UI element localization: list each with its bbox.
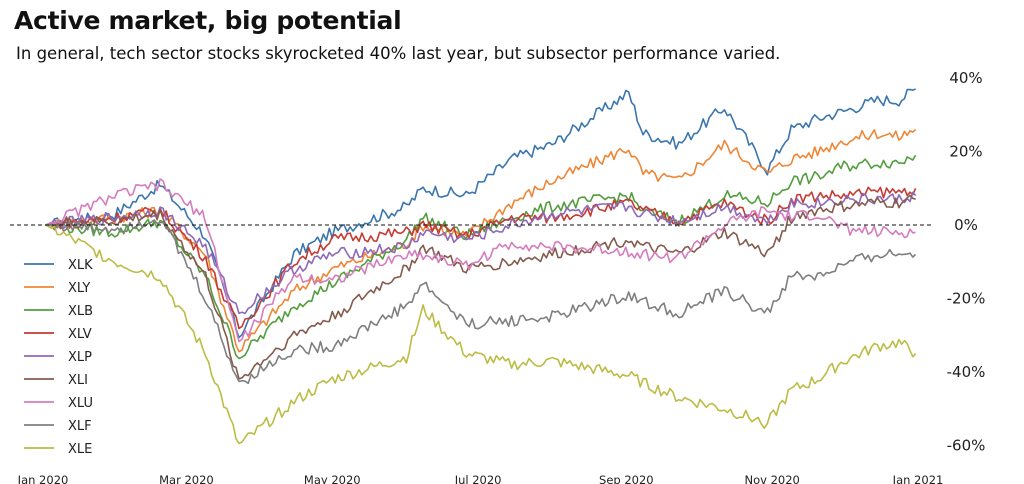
x-tick-label: Jan 2020 — [17, 473, 69, 484]
x-tick-label: Jul 2020 — [454, 473, 502, 484]
legend-label-xlf: XLF — [68, 419, 92, 434]
legend-label-xle: XLE — [68, 442, 92, 457]
chart-subtitle: In general, tech sector stocks skyrocket… — [16, 44, 781, 63]
series-line-xli — [45, 194, 916, 380]
x-axis-ticks: Jan 2020 Mar 2020 May 2020 Jul 2020 Sep 2020… — [17, 473, 944, 484]
x-tick-label: Sep 2020 — [599, 473, 654, 484]
y-tick-label: -20% — [947, 290, 986, 308]
y-tick-label: -40% — [947, 363, 986, 381]
legend-label-xlv: XLV — [68, 327, 92, 342]
chart-title: Active market, big potential — [14, 6, 402, 35]
legend-label-xlb: XLB — [68, 304, 93, 319]
legend-label-xlk: XLK — [68, 258, 93, 273]
legend: XLK XLY XLB XLV XLP XLI XLU XLF XLE — [24, 258, 93, 457]
x-tick-label: Jan 2021 — [892, 473, 944, 484]
legend-label-xli: XLI — [68, 373, 88, 388]
y-tick-label: 0% — [954, 216, 978, 234]
series-line-xlv — [45, 186, 917, 330]
x-tick-label: May 2020 — [304, 473, 361, 484]
legend-label-xlu: XLU — [68, 396, 93, 411]
x-tick-label: Mar 2020 — [159, 473, 214, 484]
y-axis-ticks: 40% 20% 0% -20% -40% -60% — [947, 69, 986, 455]
legend-label-xlp: XLP — [68, 350, 92, 365]
x-tick-label: Nov 2020 — [744, 473, 799, 484]
series-line-xlk — [45, 88, 916, 339]
y-tick-label: -60% — [947, 437, 986, 455]
series-line-xlp — [45, 191, 917, 315]
series-line-xlu — [45, 178, 916, 343]
legend-label-xly: XLY — [68, 281, 90, 296]
series-line-xlf — [45, 219, 917, 385]
series-line-xle — [45, 224, 917, 445]
series-lines — [45, 88, 917, 445]
y-tick-label: 20% — [949, 143, 982, 161]
y-tick-label: 40% — [949, 69, 982, 87]
